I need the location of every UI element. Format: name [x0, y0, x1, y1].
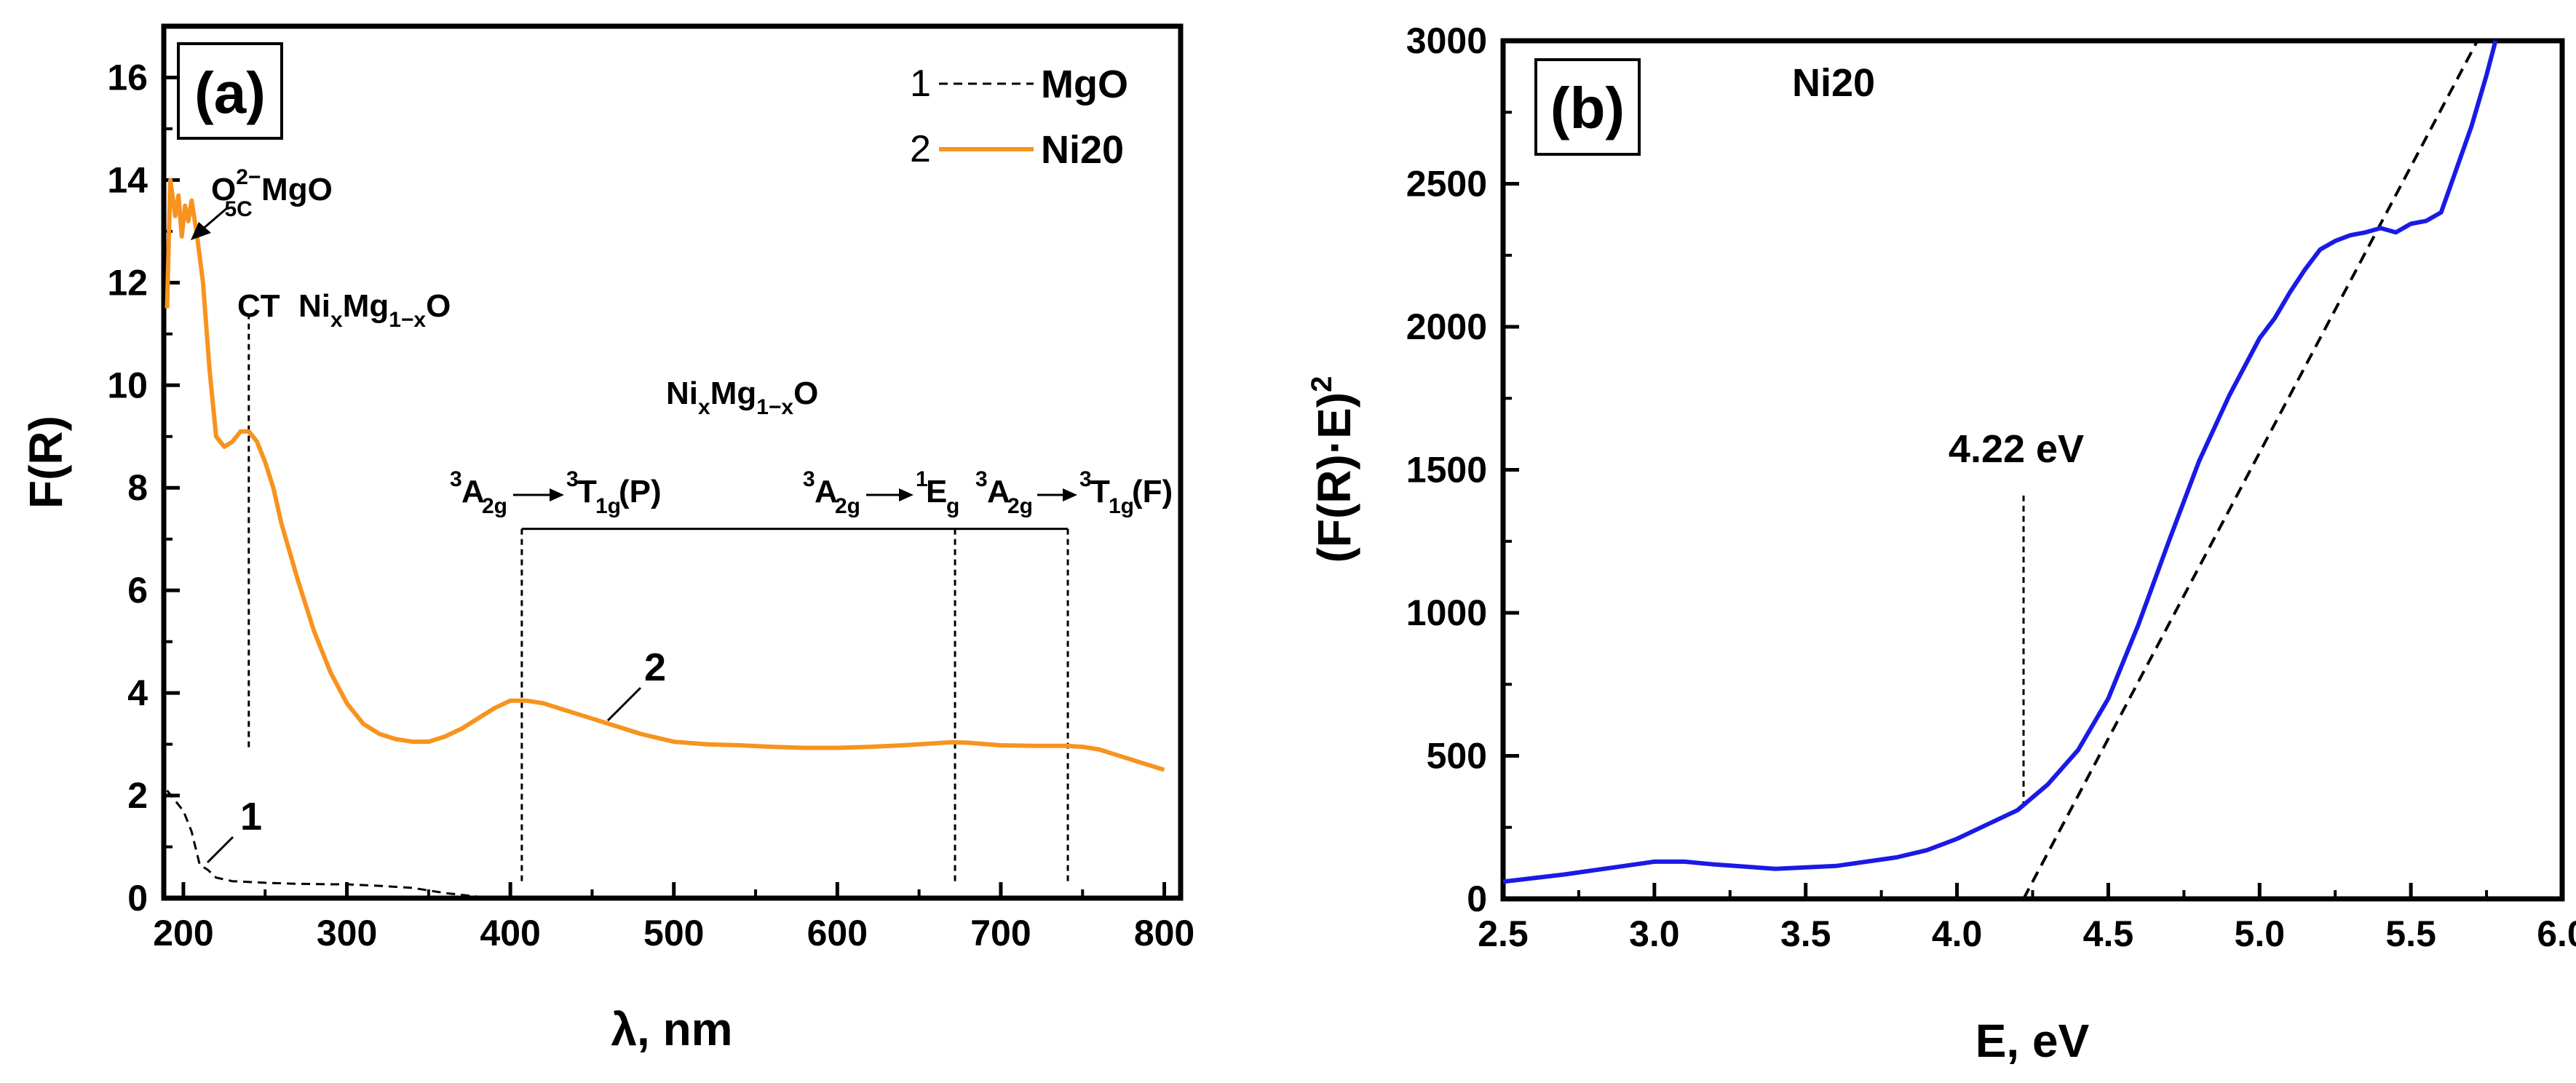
svg-text:(P): (P) [619, 474, 662, 509]
panel-b-y-axis-title: (F(R)·E)2 [1306, 376, 1360, 563]
panel-b-x-ticks: 2.5 3.0 3.5 4.0 4.5 5.0 5.5 6.0 [1478, 883, 2576, 954]
y-tick-label-b-6: 3000 [1406, 20, 1487, 61]
x-tick-label-a-2: 400 [480, 913, 540, 953]
y-tick-label-a-5: 10 [107, 365, 148, 405]
svg-text:2g: 2g [1007, 494, 1033, 518]
panel-b-y-ticks: 0 500 1000 1500 2000 2500 3000 [1406, 20, 1519, 919]
y-tick-label-a-0: 0 [127, 878, 148, 919]
svg-text:A: A [815, 474, 838, 509]
panel-a-plot-frame [161, 23, 1184, 901]
panel-b-label: (b) [1550, 76, 1625, 140]
y-tick-label-b-3: 1500 [1406, 450, 1487, 491]
bandgap-label: 4.22 eV [1949, 427, 2084, 471]
x-tick-label-b-5: 5.0 [2235, 913, 2286, 954]
y-tick-label-a-3: 6 [127, 570, 148, 611]
x-tick-label-b-7: 6.0 [2537, 913, 2576, 954]
panel-a-y-ticks: 0 2 4 6 8 10 12 14 16 [107, 57, 180, 919]
panel-b-x-axis-title: E, eV [1975, 1015, 2090, 1067]
y-tick-label-b-4: 2000 [1406, 306, 1487, 347]
transition-3a2g-3t1g-p: 3 A 2g 3 T 1g (P) [450, 467, 662, 518]
panel-a-y-axis-title: F(R) [20, 416, 72, 509]
legend-number-2: 2 [910, 128, 931, 170]
svg-text:3: 3 [1079, 467, 1092, 491]
panel-b-label-box [1534, 58, 1641, 156]
svg-text:3: 3 [975, 467, 988, 491]
svg-text:3: 3 [803, 467, 815, 491]
svg-text:A: A [987, 474, 1010, 509]
o5c-annotation: O2− 5C MgO [191, 165, 333, 240]
curve-label-2: 2 [606, 646, 666, 722]
legend-number-1: 1 [910, 63, 931, 105]
curve-label-1: 1 [206, 795, 262, 864]
ni20-curve [165, 178, 1165, 772]
x-tick-label-a-3: 500 [643, 913, 704, 953]
y-tick-label-b-0: 0 [1467, 878, 1487, 919]
mgo-curve [166, 790, 511, 900]
svg-text:3: 3 [450, 467, 462, 491]
svg-text:1: 1 [240, 795, 262, 838]
panel-a-label: (a) [194, 60, 266, 125]
x-tick-label-a-1: 300 [317, 913, 377, 953]
x-tick-label-a-4: 600 [807, 913, 868, 953]
x-tick-label-b-4: 4.5 [2083, 913, 2134, 954]
panel-a-legend: 1 MgO 2 Ni20 [910, 63, 1128, 172]
nimgo-label-dd: NixMg1−xO [666, 376, 818, 419]
panel-a-transition-markers [247, 313, 1069, 883]
y-tick-label-a-4: 8 [127, 467, 148, 508]
x-tick-label-b-6: 5.5 [2385, 913, 2436, 954]
svg-text:1g: 1g [1109, 494, 1134, 518]
y-tick-label-b-5: 2500 [1406, 164, 1487, 205]
ni20-tauc-curve [1502, 40, 2498, 884]
y-tick-label-a-2: 4 [127, 673, 148, 713]
x-tick-label-b-3: 4.0 [1932, 913, 1983, 954]
svg-text:3: 3 [566, 467, 579, 491]
y-tick-label-a-7: 14 [107, 159, 148, 200]
x-tick-label-a-5: 700 [970, 913, 1031, 953]
x-tick-label-b-1: 3.0 [1629, 913, 1680, 954]
tangent-line [2022, 40, 2479, 900]
legend-label-mgo: MgO [1041, 63, 1128, 106]
panel-a-label-box [177, 42, 283, 140]
panel-b-sample-label: Ni20 [1792, 61, 1875, 105]
x-tick-label-b-0: 2.5 [1478, 913, 1529, 954]
x-tick-label-a-0: 200 [153, 913, 213, 953]
panel-a-x-axis-title: λ, nm [611, 1003, 732, 1055]
y-tick-label-a-6: 12 [107, 262, 148, 303]
svg-text:1: 1 [916, 467, 928, 491]
o5c-arrow-line [202, 206, 229, 231]
svg-text:1g: 1g [595, 494, 621, 518]
o5c-arrow-head [191, 222, 211, 240]
y-tick-label-b-1: 500 [1427, 736, 1487, 777]
svg-text:T: T [1090, 474, 1110, 509]
svg-text:2: 2 [644, 646, 666, 689]
panel-a-x-ticks: 200 300 400 500 600 700 800 [153, 882, 1194, 953]
transition-3a2g-1eg: 3 A 2g 1 E g [803, 467, 959, 518]
o5c-label: O2− 5C MgO [211, 165, 333, 221]
x-tick-label-b-2: 3.5 [1780, 913, 1831, 954]
svg-text:2g: 2g [482, 494, 507, 518]
panel-b-chart: 0 500 1000 1500 2000 2500 3000 2.5 3.0 3.5 4.0 4.5… [1306, 20, 2576, 1067]
transition-3a2g-3t1g-f: 3 A 2g 3 T 1g (F) [975, 467, 1173, 518]
svg-text:(F): (F) [1132, 474, 1173, 509]
y-tick-label-a-1: 2 [127, 775, 148, 816]
svg-text:T: T [577, 474, 597, 509]
y-tick-label-a-8: 16 [107, 57, 148, 98]
svg-text:2g: 2g [835, 494, 860, 518]
svg-text:g: g [946, 494, 959, 518]
nimgo-label-upper: NixMg1−xO [298, 288, 451, 332]
ct-label: CT [237, 288, 280, 324]
svg-text:A: A [461, 474, 485, 509]
x-tick-label-a-6: 800 [1134, 913, 1194, 953]
y-tick-label-b-2: 1000 [1406, 592, 1487, 633]
svg-text:E: E [926, 474, 947, 509]
legend-label-ni20: Ni20 [1041, 128, 1124, 172]
